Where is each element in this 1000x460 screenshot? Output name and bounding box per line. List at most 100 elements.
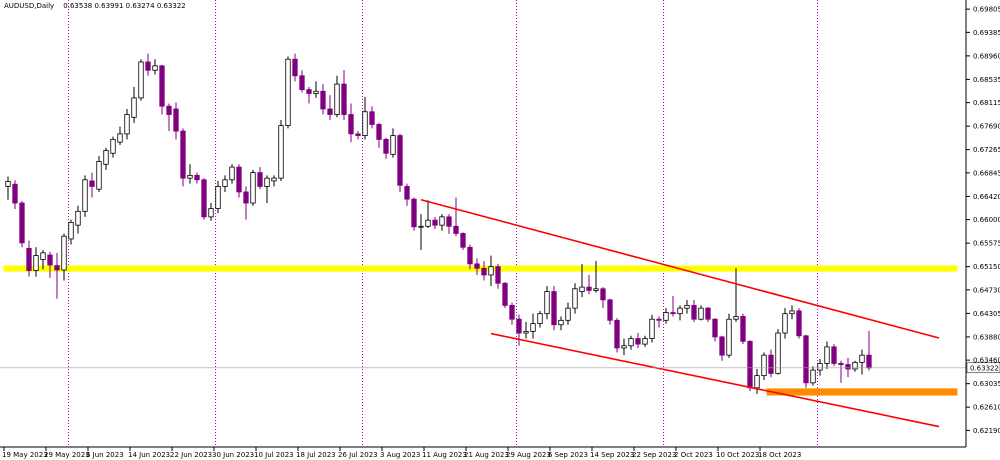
candle-body [530, 323, 536, 332]
axes [0, 0, 967, 448]
candle [397, 133, 403, 192]
candle [733, 268, 739, 322]
candle-body [761, 354, 767, 377]
candle-body [460, 233, 466, 248]
candle-body [712, 318, 718, 338]
candle [5, 176, 11, 200]
candle-body [173, 108, 179, 132]
candle-body [103, 150, 109, 165]
candle-body [621, 345, 627, 349]
price-tick-label: 0.67265 [973, 146, 1000, 154]
price-tick-label: 0.69805 [973, 6, 1000, 14]
date-tick-label: 26 Jul 2023 [338, 451, 378, 459]
channel-upper-line[interactable] [420, 198, 940, 339]
price-tick-label: 0.68960 [973, 52, 1000, 60]
candle-body [488, 266, 494, 276]
candle-body [544, 291, 550, 315]
candle-body [810, 369, 816, 384]
candle-body [180, 130, 186, 179]
candle-body [663, 312, 669, 321]
candle [159, 64, 165, 115]
candle [82, 175, 88, 217]
support-zone [766, 388, 958, 396]
candle [565, 302, 571, 325]
candle [481, 261, 487, 281]
candle-body [474, 263, 480, 269]
price-tick-label: 0.65150 [973, 263, 1000, 271]
candle [544, 286, 550, 320]
candle-body [33, 255, 39, 271]
candle-body [292, 58, 298, 77]
candle [250, 169, 256, 206]
date-tick-label: 30 Jun 2023 [212, 451, 254, 459]
candle-body [698, 307, 704, 320]
candle-body [47, 254, 53, 266]
candle [173, 102, 179, 140]
candle-body [600, 288, 606, 301]
candle [810, 366, 816, 386]
candle-body [831, 346, 837, 364]
candle [271, 175, 277, 187]
price-tick-label: 0.67690 [973, 123, 1000, 131]
candle-body [537, 313, 543, 325]
candle [75, 205, 81, 234]
candle [194, 172, 200, 184]
candle [222, 175, 228, 192]
date-tick-label: 11 Aug 2023 [422, 451, 467, 459]
candle-body [355, 133, 361, 136]
price-tick-label: 0.65575 [973, 240, 1000, 248]
candle [740, 313, 746, 345]
candle [215, 180, 221, 213]
candle-body [593, 288, 599, 291]
candle [551, 286, 557, 331]
candle-body [726, 318, 732, 356]
candle-body [439, 216, 445, 226]
candle [460, 232, 466, 251]
date-tick-label: 18 Oct 2023 [758, 451, 801, 459]
candle-body [446, 216, 452, 227]
date-tick-label: 21 Aug 2023 [464, 451, 509, 459]
candle [712, 318, 718, 342]
price-axis-ticks: 0.69805 0.69385 0.68960 0.68535 0.68115 0.676… [966, 6, 1000, 435]
candle [677, 305, 683, 321]
candle-body [12, 183, 18, 204]
candle [586, 274, 592, 295]
candle-body [159, 65, 165, 107]
candle-body [285, 58, 291, 126]
candle [831, 344, 837, 367]
price-tick-label: 0.68535 [973, 76, 1000, 84]
candle-body [82, 179, 88, 212]
price-tick-label: 0.66000 [973, 216, 1000, 224]
candle-body [684, 304, 690, 309]
candle [614, 318, 620, 353]
candle [719, 335, 725, 361]
candle-body [649, 318, 655, 339]
price-tick-label: 0.64730 [973, 286, 1000, 294]
candle-body [852, 361, 858, 370]
candle [656, 316, 662, 328]
candle-body [866, 354, 872, 369]
candle [621, 338, 627, 356]
candle-body [145, 61, 151, 71]
candle-body [19, 202, 25, 244]
candle-body [131, 97, 137, 118]
date-tick-label: 19 May 2023 [2, 451, 48, 459]
candle-body [845, 364, 851, 370]
candle [488, 255, 494, 287]
candle-body [348, 114, 354, 135]
candle-body [789, 310, 795, 315]
candle [180, 128, 186, 187]
current-price-badge-box [966, 362, 1000, 374]
candle-body [208, 208, 214, 218]
candle [369, 106, 375, 129]
candle-body [432, 219, 438, 226]
candle-body [614, 319, 620, 349]
channel-lower-line[interactable] [490, 332, 940, 428]
date-tick-label: 10 Jul 2023 [254, 451, 294, 459]
price-tick-label: 0.66845 [973, 169, 1000, 177]
candle [628, 335, 634, 350]
candle [61, 233, 67, 281]
candle [152, 59, 158, 75]
